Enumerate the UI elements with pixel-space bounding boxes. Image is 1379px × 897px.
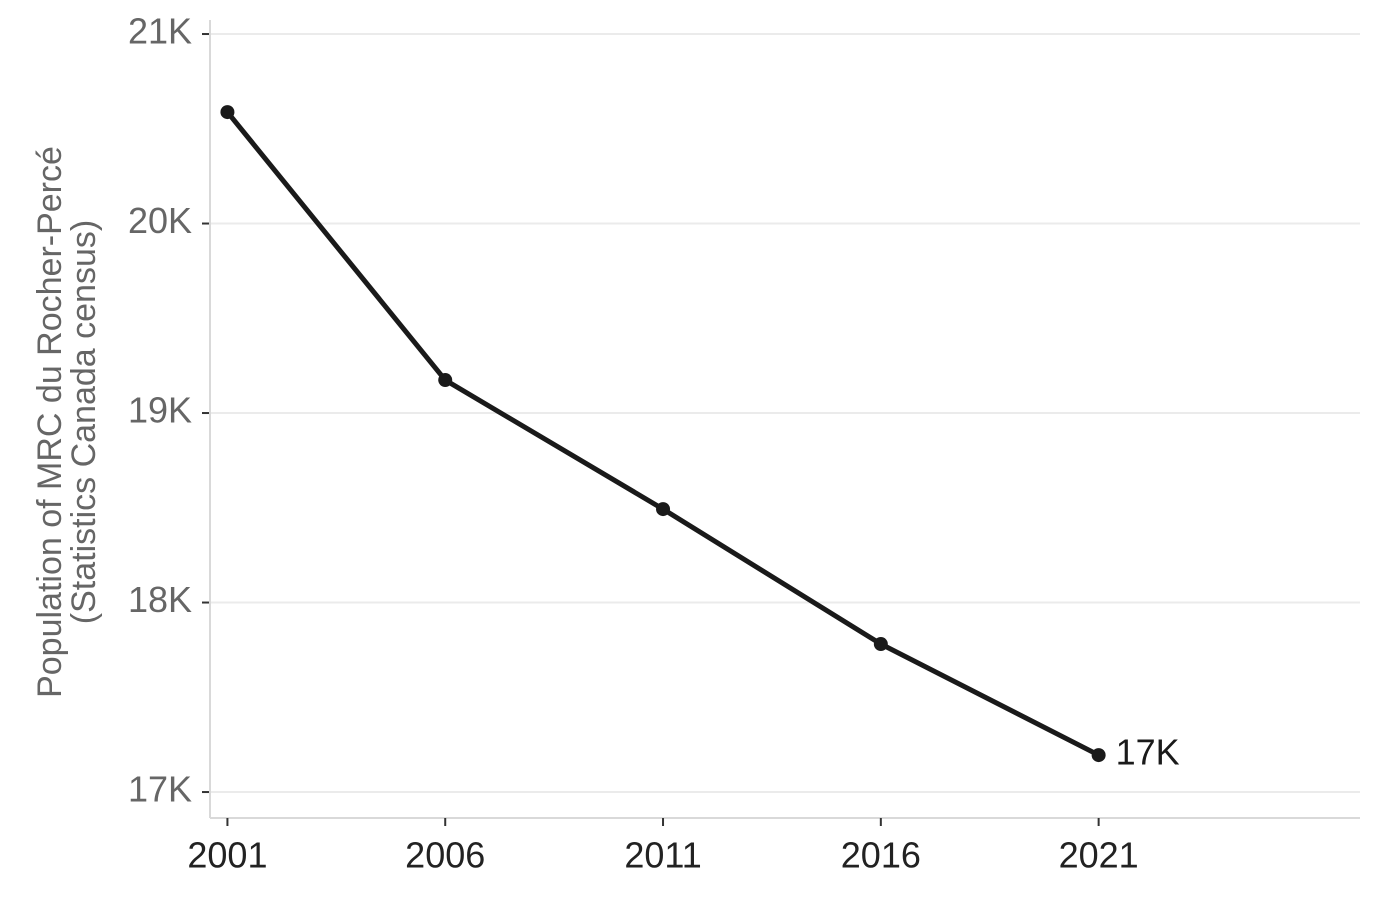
point <box>438 373 453 388</box>
value-label: 17K <box>1116 732 1180 773</box>
x-tick-label: 2016 <box>841 835 921 876</box>
y-tick-label: 17K <box>128 769 192 810</box>
x-tick-label: 2001 <box>187 835 267 876</box>
x-tick-label: 2021 <box>1059 835 1139 876</box>
y-axis-title: Population of MRC du Rocher-Percé (Stati… <box>31 146 103 698</box>
y-axis-title-line: (Statistics Canada census) <box>65 220 103 624</box>
y-tick-label: 20K <box>128 200 192 241</box>
x-tick-label: 2006 <box>405 835 485 876</box>
point <box>220 105 235 120</box>
y-axis-title-line: Population of MRC du Rocher-Percé <box>31 146 69 698</box>
line <box>225 110 1100 758</box>
point <box>1091 748 1106 763</box>
y-tick-label: 21K <box>128 11 192 52</box>
x-tick-label: 2011 <box>624 835 701 876</box>
y-tick-label: 19K <box>128 390 192 431</box>
y-tick-label: 18K <box>128 579 192 620</box>
point <box>656 502 671 517</box>
point <box>873 637 888 652</box>
